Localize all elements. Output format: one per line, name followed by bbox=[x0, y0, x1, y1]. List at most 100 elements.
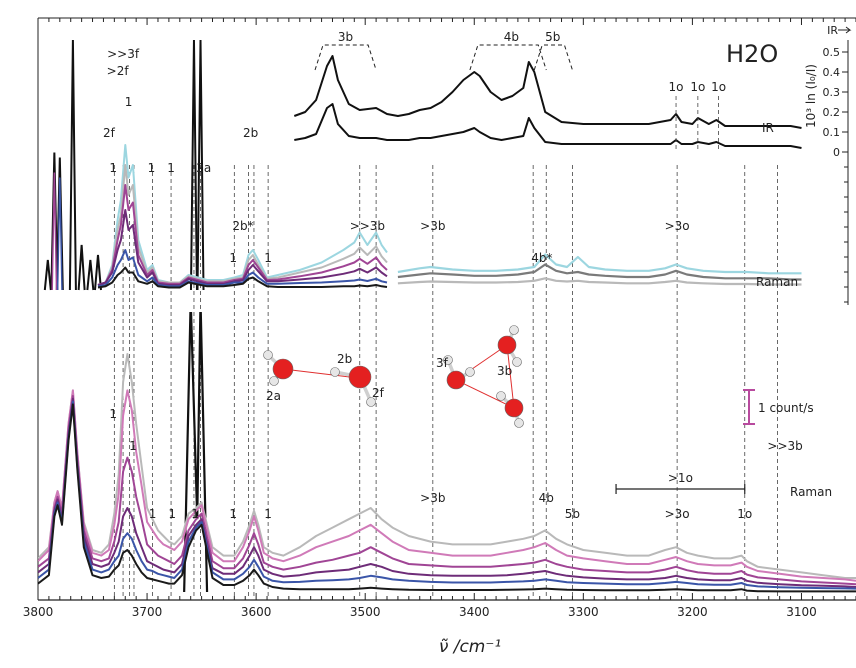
upper-band-label: >>3f bbox=[107, 47, 140, 61]
upper-panel-content bbox=[43, 39, 388, 291]
molecule-label: 2b bbox=[337, 352, 352, 366]
molecule-label: 2f bbox=[372, 386, 385, 400]
lower-raman-trace bbox=[38, 389, 856, 582]
plot-frame bbox=[37, 17, 856, 601]
ir-group-label: 3b bbox=[338, 30, 353, 44]
ir-group-bracket bbox=[314, 44, 377, 71]
text-labels: 3800 3700 3600 3500 3400 3300 3200 3100 ν̃ /cm⁻¹… bbox=[23, 24, 840, 657]
upper-band-label: 1 bbox=[109, 161, 117, 175]
upper-sharp-peak-colored bbox=[51, 172, 58, 291]
upper-raman-trace bbox=[97, 249, 388, 288]
upper-raman-label: Raman bbox=[756, 275, 798, 289]
lower-raman-trace bbox=[38, 403, 856, 593]
lower-raman-panel bbox=[38, 312, 856, 593]
hydrogen-atom bbox=[465, 367, 475, 377]
oxygen-atom bbox=[504, 398, 524, 418]
upper-band-label: 2b bbox=[243, 126, 258, 140]
upper-sharp-peak bbox=[93, 254, 102, 291]
ir-y-tick-label: 0 bbox=[833, 146, 840, 159]
ir-y-tick-label: 0.5 bbox=[823, 46, 841, 59]
hydrogen-atom bbox=[443, 355, 453, 365]
upper-raman-trace bbox=[97, 144, 388, 286]
molecule-label: 2a bbox=[266, 389, 281, 403]
upper-band-label: 1 bbox=[229, 251, 237, 265]
x-axis-label: ν̃ /cm⁻¹ bbox=[439, 637, 501, 657]
lower-band-label: 4b bbox=[539, 491, 554, 505]
range-bar-label: >1o bbox=[668, 471, 693, 485]
x-tick-label: 3300 bbox=[568, 605, 599, 619]
lower-band-label: 1 bbox=[191, 507, 199, 521]
ir-group-label: 4b bbox=[504, 30, 519, 44]
oxygen-atom bbox=[348, 365, 372, 389]
lower-band-label: 1 bbox=[109, 407, 117, 421]
upper-band-label: 1 bbox=[148, 161, 156, 175]
upper-raman-right-trace bbox=[397, 263, 802, 281]
oxygen-atom bbox=[446, 370, 466, 390]
ir-y-tick-label: 0.3 bbox=[823, 86, 841, 99]
ir-band-label: 1o bbox=[690, 80, 705, 94]
lower-raman-trace bbox=[38, 400, 856, 590]
upper-sharp-peak bbox=[189, 39, 198, 291]
hydrogen-atom bbox=[514, 418, 524, 428]
upper-sharp-peak bbox=[43, 259, 52, 291]
x-tick-label: 3200 bbox=[677, 605, 708, 619]
lower-band-label: >3b bbox=[420, 491, 445, 505]
upper-band-label: >3b bbox=[420, 219, 445, 233]
ir-panel bbox=[293, 26, 852, 305]
upper-band-label: 2f bbox=[103, 126, 116, 140]
upper-band-label: >>3b bbox=[350, 219, 385, 233]
upper-raman-trace bbox=[97, 209, 388, 286]
lower-band-label: 1 bbox=[264, 507, 272, 521]
lower-panel-content bbox=[38, 312, 856, 593]
upper-band-label: >3o bbox=[665, 219, 690, 233]
upper-sharp-peak bbox=[196, 39, 205, 291]
molecule-formula: H2O bbox=[726, 40, 778, 68]
upper-raman-trace bbox=[97, 164, 388, 286]
lower-band-label: 1 bbox=[149, 507, 157, 521]
scale-bar-label: 1 count/s bbox=[758, 401, 814, 415]
upper-sharp-peak bbox=[68, 39, 77, 291]
upper-sharp-peak-colored bbox=[56, 177, 63, 291]
upper-raman-trace bbox=[97, 184, 388, 286]
upper-sharp-peak bbox=[77, 244, 86, 291]
ir-band-label: 1o bbox=[669, 80, 684, 94]
x-tick-label: 3800 bbox=[23, 605, 54, 619]
upper-raman-trace bbox=[97, 266, 388, 289]
molecule-label: 3b bbox=[497, 364, 512, 378]
upper-band-label: 4b* bbox=[531, 251, 552, 265]
hydrogen-bond-line bbox=[506, 344, 515, 409]
oxygen-atom bbox=[497, 335, 517, 355]
lower-band-label: 1 bbox=[129, 439, 137, 453]
ir-axis-tag: IR bbox=[827, 24, 838, 37]
lower-raman-trace bbox=[38, 353, 856, 579]
hydrogen-atom bbox=[269, 376, 279, 386]
upper-sharp-peak bbox=[86, 259, 95, 291]
molecule-label: 3f bbox=[436, 356, 449, 370]
ir-group-bracket bbox=[469, 44, 547, 71]
hydrogen-atom bbox=[509, 325, 519, 335]
hydrogen-bond-line bbox=[455, 379, 515, 409]
upper-band-label: 1 bbox=[167, 161, 175, 175]
ir-panel-label: IR bbox=[762, 121, 774, 135]
x-tick-label: 3400 bbox=[459, 605, 490, 619]
hydrogen-atom bbox=[366, 397, 376, 407]
upper-raman-right-trace bbox=[397, 253, 802, 275]
ir-y-tick-label: 0.1 bbox=[823, 126, 841, 139]
upper-band-label: 1 bbox=[264, 251, 272, 265]
hydrogen-atom bbox=[330, 367, 340, 377]
upper-band-label: 1 bbox=[125, 95, 133, 109]
upper-band-label: 2a bbox=[196, 161, 211, 175]
upper-band-label: 2b* bbox=[232, 219, 253, 233]
lower-band-label: >3o bbox=[665, 507, 690, 521]
upper-raman-panel bbox=[43, 39, 802, 291]
molecule-drawings bbox=[263, 325, 524, 428]
x-tick-label: 3100 bbox=[786, 605, 817, 619]
upper-raman-right-trace bbox=[397, 277, 802, 286]
upper-band-label: >2f bbox=[107, 64, 130, 78]
x-tick-label: 3500 bbox=[350, 605, 381, 619]
lower-raman-trace bbox=[38, 397, 856, 588]
ir-group-label: 5b bbox=[545, 30, 560, 44]
ir-y-tick-label: 0.4 bbox=[823, 66, 841, 79]
lower-band-label: 5b bbox=[565, 507, 580, 521]
